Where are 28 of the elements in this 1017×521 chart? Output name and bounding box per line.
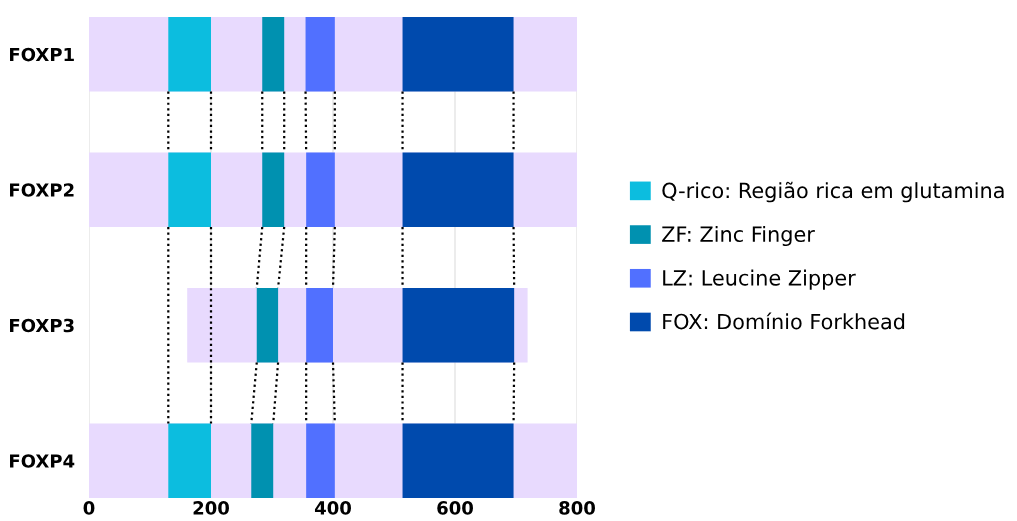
x-tick-label: 0 [83,501,95,515]
legend-label: Q-rico: Região rica em glutamina [662,181,1004,203]
bar [306,152,335,228]
bar [256,287,279,363]
x-tick-label: 400 [314,501,351,515]
bar [402,423,514,498]
bar [168,17,211,92]
bar [251,423,274,498]
legend-label: FOX: Domínio Forkhead [663,312,905,330]
bar [306,423,335,498]
y-tick-label: FOXP3 [10,318,74,333]
y-tick-label: FOXP1 [10,47,74,62]
legend-label: ZF: Zinc Finger [662,225,815,247]
bar [402,152,514,228]
y-tick-label: FOXP2 [10,183,74,197]
bar [402,287,515,363]
bar [402,17,514,92]
legend-label: LZ: Leucine Zipper [663,269,856,290]
x-tick-label: 200 [193,501,229,515]
bar [262,152,285,228]
x-tick-label: 600 [437,501,473,515]
bar [168,152,211,228]
y-tick-label: FOXP4 [10,454,75,468]
x-tick-label: 800 [559,501,595,515]
bar [262,17,285,92]
bar [168,423,211,498]
bar [305,17,335,92]
bar [306,287,333,363]
